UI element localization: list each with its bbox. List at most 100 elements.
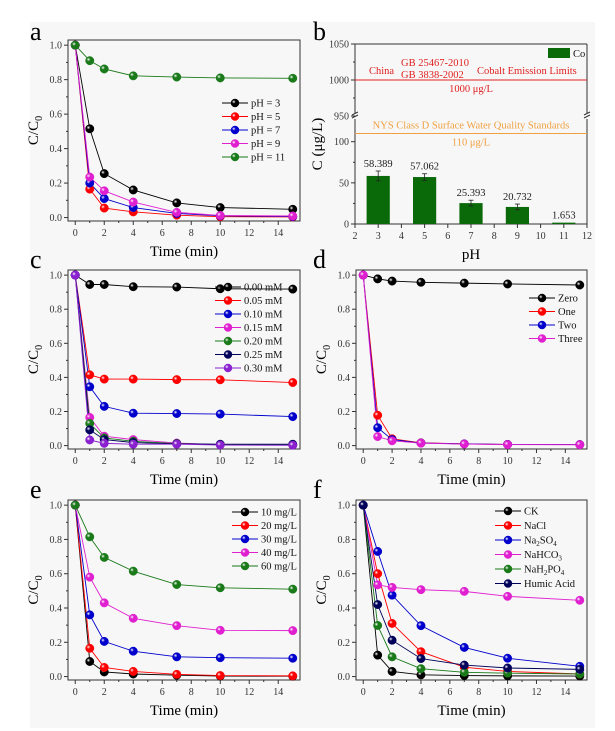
legend-label: 20 mg/L — [261, 521, 297, 532]
data-point — [99, 552, 109, 562]
legend-marker — [223, 363, 233, 373]
y-tick-label: 1050 — [329, 40, 349, 51]
data-point — [373, 600, 383, 610]
y-tick-label: 1.0 — [50, 41, 63, 52]
y-label-main: C/C — [314, 580, 330, 604]
data-point — [215, 653, 225, 663]
bar-value-label: 57.062 — [410, 162, 439, 173]
data-point — [128, 613, 138, 623]
y-tick-label: 0.6 — [338, 339, 351, 350]
legend-text: 0.05 mM — [244, 296, 283, 307]
data-point — [416, 664, 426, 674]
legend-text: pH = 7 — [251, 126, 280, 137]
data-point — [128, 439, 138, 449]
y-tick-label: 0.0 — [338, 672, 351, 683]
legend-text: NaH — [524, 565, 544, 576]
y-tick-label: 100 — [334, 137, 349, 148]
series-line — [362, 505, 580, 677]
legend-label: pH = 11 — [251, 153, 285, 164]
data-point — [172, 409, 182, 418]
data-point — [85, 382, 95, 392]
x-tick-label: 2 — [390, 456, 395, 467]
legend: 0.00 mM 0.05 mM 0.10 mM 0.15 mM 0.20 mM 0.25 … — [215, 283, 283, 375]
x-tick-label: 14 — [560, 456, 570, 467]
legend-marker — [503, 564, 513, 574]
plot-frame — [67, 499, 301, 681]
legend: Zero One Two Three — [529, 293, 583, 345]
data-point — [387, 666, 397, 676]
legend-subscript: 4 — [561, 569, 565, 577]
data-point — [503, 279, 513, 289]
x-tick-label: 2 — [390, 687, 395, 698]
legend-subscript: 2 — [544, 569, 548, 577]
data-point — [70, 40, 80, 50]
x-tick-label: 4 — [131, 687, 136, 698]
nys-standard-label: NYS Class D Surface Water Quality Standa… — [373, 120, 570, 131]
legend-text: 40 mg/L — [261, 548, 297, 559]
legend-text: 0.15 mM — [244, 323, 283, 334]
legend-label: 40 mg/L — [261, 548, 297, 559]
figure-background — [30, 22, 595, 728]
y-tick-label: 0.4 — [50, 144, 63, 155]
legend-subscript: 3 — [558, 555, 562, 563]
legend-marker — [503, 506, 513, 516]
data-point — [387, 618, 397, 628]
x-tick-label: 2 — [102, 687, 107, 698]
x-axis-label: Time (min) — [150, 703, 218, 719]
y-tick-label: 0.6 — [50, 339, 63, 350]
data-point — [99, 186, 109, 196]
y-tick-label: 0.4 — [338, 373, 351, 384]
legend-label: pH = 3 — [251, 99, 280, 110]
legend-text: 60 mg/L — [261, 562, 297, 573]
data-point — [288, 73, 298, 83]
data-point — [416, 438, 426, 448]
bar — [552, 222, 576, 224]
x-axis-label: Time (min) — [150, 244, 218, 260]
data-point — [85, 572, 95, 582]
bar — [366, 175, 390, 224]
legend-marker — [537, 320, 547, 330]
x-tick-label: 8 — [189, 687, 194, 698]
legend-marker — [223, 309, 233, 319]
x-tick-label: 4 — [418, 687, 423, 698]
y-tick-label: 0.6 — [338, 569, 351, 580]
data-point — [459, 439, 469, 449]
y-tick-label: 0.6 — [50, 569, 63, 580]
legend-marker — [537, 293, 547, 303]
legend-marker — [537, 334, 547, 343]
legend-subscript: 2 — [536, 540, 540, 548]
x-tick-label: 0 — [361, 687, 366, 698]
y-tick-label: 0.4 — [50, 604, 63, 615]
x-tick-label: 8 — [476, 456, 481, 467]
data-point — [459, 642, 469, 652]
data-point — [128, 374, 138, 384]
legend-label: 0.25 mM — [244, 350, 283, 361]
y-tick-label: 0 — [344, 220, 349, 231]
x-tick-label: 6 — [160, 228, 165, 239]
x-tick-label: 5 — [422, 231, 427, 242]
data-point — [215, 409, 225, 419]
data-point — [172, 198, 182, 208]
y-tick-label: 950 — [334, 112, 349, 123]
x-tick-label: 10 — [503, 456, 513, 467]
legend-text: Na — [524, 536, 537, 547]
plot-frame — [355, 269, 588, 450]
data-point — [85, 124, 95, 134]
legend-label: Zero — [558, 294, 578, 305]
data-point — [288, 378, 298, 387]
data-point — [128, 282, 138, 292]
data-point — [387, 635, 397, 645]
legend-label: 0.10 mM — [244, 310, 283, 321]
panel-b: b 0 50 100 950 1000 1050 2 3 4 5 6 7 8 9 10 11 12 pH C (μg/… — [310, 17, 592, 263]
x-tick-label: 7 — [469, 231, 474, 242]
legend-text: 0.25 mM — [244, 350, 283, 361]
x-tick-label: 10 — [215, 228, 225, 239]
data-point — [99, 194, 109, 204]
data-point — [373, 410, 383, 420]
data-point — [288, 440, 298, 450]
data-point — [172, 439, 182, 449]
y-label-main: C/C — [26, 580, 42, 604]
panel-a: a 0 2 4 6 8 10 12 14 0.0 0.2 0.4 0.6 0.8 1.0 Time (min)… — [26, 17, 301, 260]
x-tick-label: 3 — [376, 231, 381, 242]
bar — [459, 203, 483, 224]
